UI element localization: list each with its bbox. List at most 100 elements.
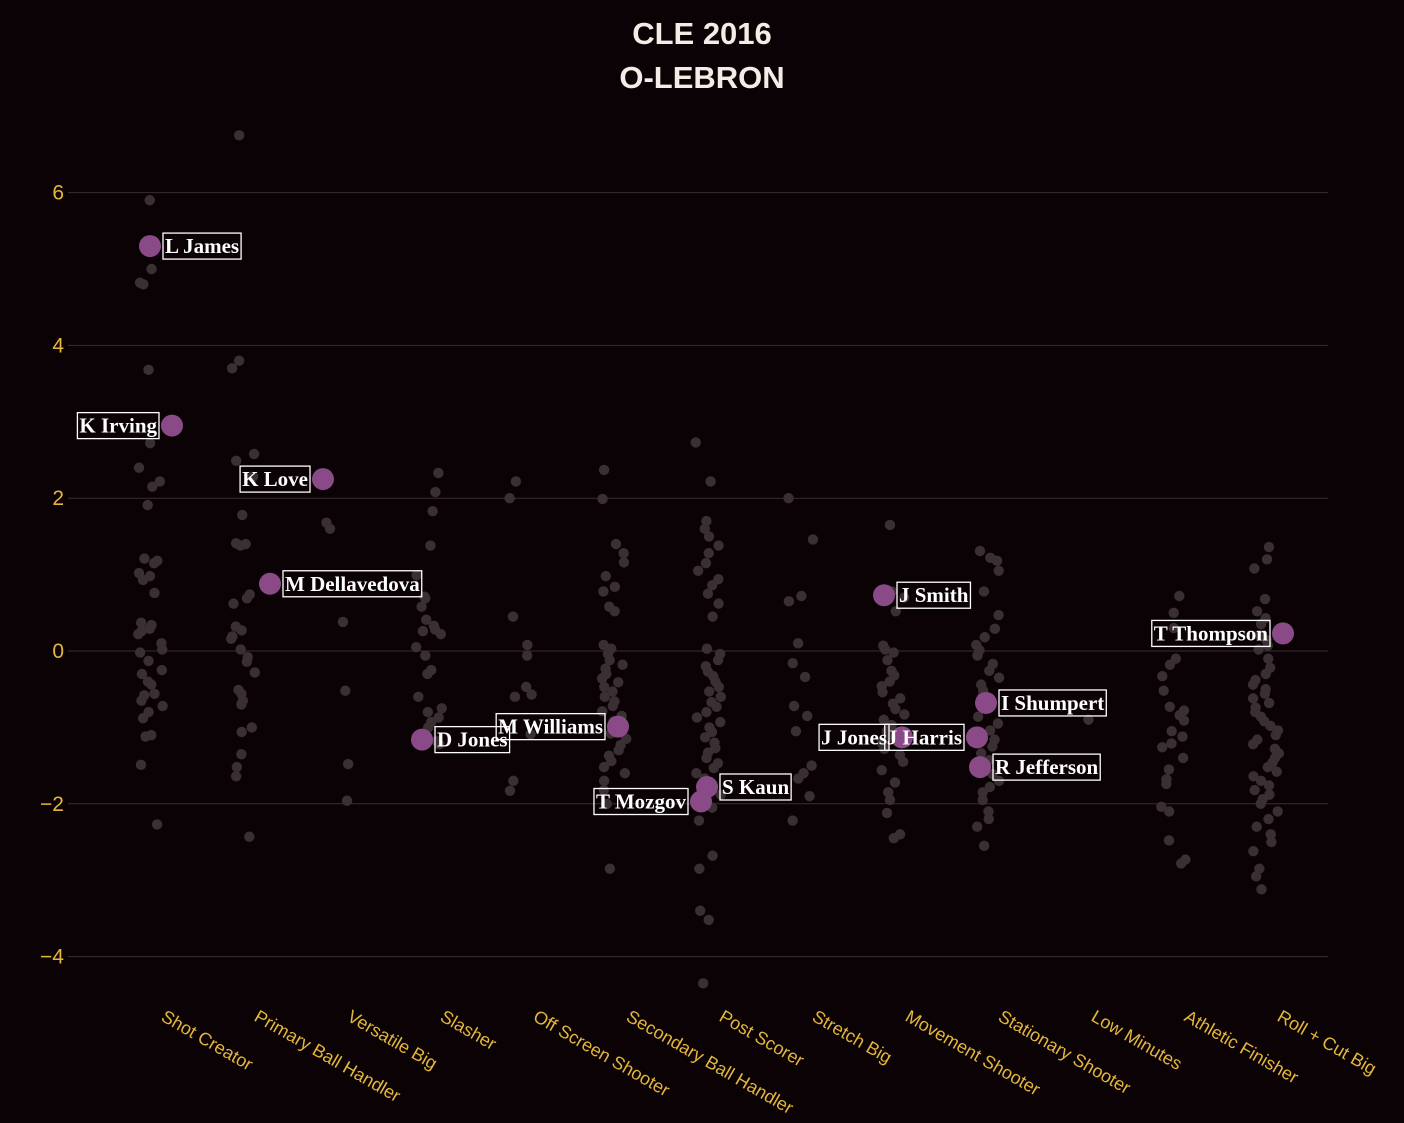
league-dot [146, 263, 157, 275]
player-dot [1272, 622, 1294, 645]
league-dot [889, 777, 901, 788]
league-dot [715, 789, 726, 800]
league-dot [993, 565, 1004, 576]
league-dot [228, 598, 239, 609]
player-label: J Smith [899, 583, 969, 607]
league-dot [149, 587, 160, 599]
player-label-box [884, 723, 965, 751]
league-dot [1263, 780, 1275, 791]
player-label: S Kaun [722, 775, 789, 799]
league-dot [610, 538, 622, 550]
league-dot [410, 641, 422, 653]
league-dot [884, 794, 896, 806]
league-dot [617, 659, 628, 670]
league-dot [430, 486, 441, 498]
league-dot [882, 654, 893, 666]
league-dot [884, 519, 896, 531]
league-dot [1272, 806, 1283, 817]
league-dot [342, 758, 354, 770]
player-marker: D Jones [411, 725, 511, 754]
league-dot [236, 748, 247, 760]
league-dot [783, 493, 794, 504]
league-dot [427, 505, 438, 517]
league-dot [897, 756, 909, 767]
league-dot [241, 656, 253, 667]
league-dot [975, 748, 987, 759]
league-dot [604, 654, 615, 666]
league-dot [701, 706, 712, 718]
league-dot [974, 545, 986, 557]
league-dot [146, 679, 157, 690]
league-dot [983, 813, 994, 825]
player-label: K Irving [79, 414, 157, 438]
player-dot [411, 728, 433, 751]
league-dot [434, 739, 445, 750]
league-dot [699, 732, 711, 743]
league-dot [525, 729, 536, 740]
league-dot [993, 609, 1004, 621]
league-dot [598, 761, 610, 773]
league-dot [435, 628, 447, 640]
league-dot [1166, 738, 1177, 749]
league-dot [1265, 829, 1276, 840]
league-dot [708, 762, 719, 774]
player-marker: K Love [239, 465, 334, 493]
player-label-box [76, 411, 160, 440]
league-dot [420, 593, 431, 604]
player-dot [966, 726, 988, 749]
league-dot [231, 455, 242, 466]
player-marker: M Dellavedova [259, 570, 423, 598]
player-label: I Shumpert [1001, 691, 1104, 715]
league-dot [1259, 593, 1271, 605]
league-dot [701, 643, 713, 654]
player-label: L James [165, 234, 239, 258]
player-marker: J Harris [884, 723, 988, 751]
player-dot [969, 756, 991, 779]
league-dot [137, 713, 149, 724]
player-label-box [495, 712, 606, 741]
x-tick-label: Stretch Big [809, 1006, 895, 1067]
league-dot [1255, 619, 1267, 630]
league-dot [1156, 801, 1167, 813]
grid-lines [68, 192, 1328, 958]
league-dot [420, 650, 431, 661]
league-dot [1263, 813, 1274, 825]
league-dots [133, 130, 1285, 989]
league-dot [899, 592, 910, 603]
league-dot [972, 821, 983, 832]
league-dot [701, 752, 712, 764]
league-dot [799, 671, 811, 683]
league-dot [1175, 858, 1187, 869]
player-label-box [998, 689, 1107, 717]
league-dot [596, 673, 608, 684]
player-dot [690, 790, 712, 813]
league-dot [613, 745, 624, 756]
league-dot [157, 644, 168, 655]
league-dot [249, 667, 261, 678]
league-dot [143, 364, 154, 376]
league-dot [1249, 784, 1260, 796]
league-dot [139, 553, 150, 564]
player-label-box [282, 570, 423, 598]
league-dot [598, 464, 610, 476]
player-label-box [239, 465, 311, 493]
league-dot [1248, 771, 1259, 782]
chart-title-line1: CLE 2016 [632, 16, 772, 51]
league-dot [526, 689, 537, 700]
league-dot [246, 722, 257, 733]
league-dot [877, 687, 888, 698]
player-label-box [593, 787, 689, 816]
league-dot [993, 775, 1005, 787]
player-marker: T Mozgov [593, 787, 712, 816]
league-dot [341, 795, 353, 806]
league-dot [340, 685, 351, 696]
player-label: M Williams [498, 715, 603, 739]
league-dot [1168, 607, 1179, 618]
league-dot [890, 703, 901, 715]
league-dot [156, 664, 168, 676]
y-tick-label: 2 [52, 487, 64, 510]
league-dot [598, 775, 610, 787]
y-tick-label: 4 [52, 334, 64, 357]
league-dot [993, 672, 1005, 683]
